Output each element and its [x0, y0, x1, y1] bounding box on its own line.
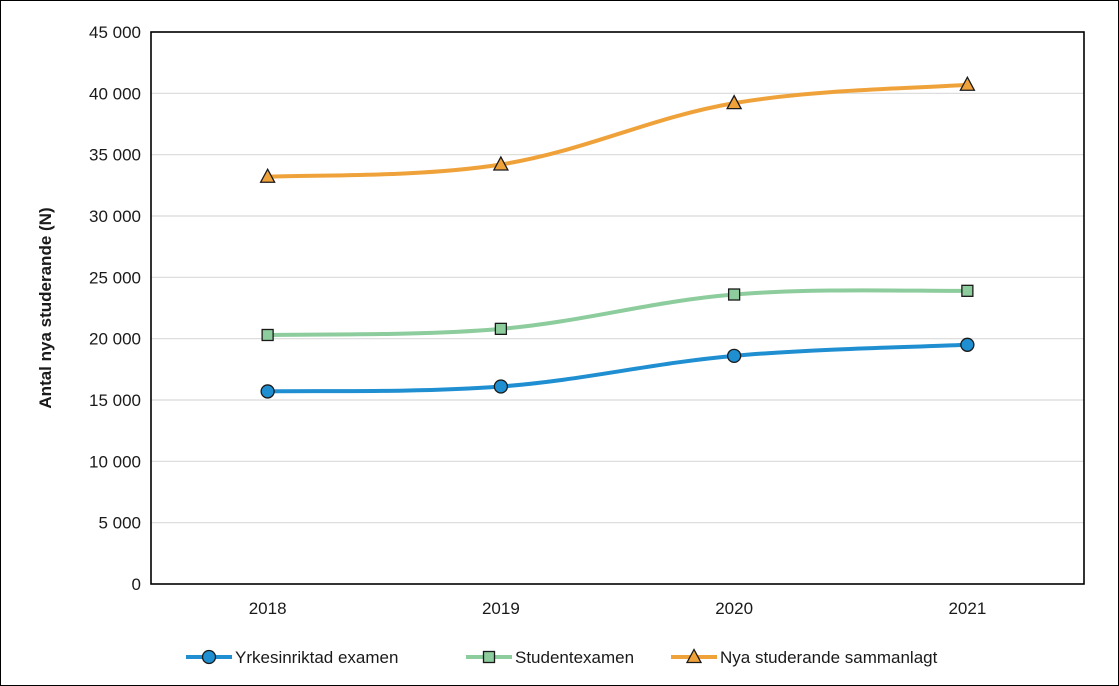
series-line	[265, 288, 970, 337]
x-tick-label: 2021	[948, 599, 986, 618]
data-point	[960, 337, 975, 352]
data-point	[726, 348, 742, 363]
x-axis-ticks: 2018 2019 2020 2021	[249, 599, 987, 618]
legend-item: Nya studerande sammanlagt	[671, 648, 938, 667]
y-tick-label: 0	[132, 575, 141, 594]
series-triangle	[259, 75, 976, 183]
x-tick-label: 2019	[482, 599, 520, 618]
series-group	[259, 75, 976, 399]
legend-label: Nya studerande sammanlagt	[720, 648, 938, 667]
y-axis-label: Antal nya studerande (N)	[36, 207, 55, 408]
data-point	[961, 284, 974, 297]
data-point	[959, 75, 976, 91]
legend-item: Yrkesinriktad examen	[186, 648, 398, 667]
y-tick-label: 20 000	[89, 330, 141, 349]
x-tick-label: 2020	[715, 599, 753, 618]
y-tick-label: 25 000	[89, 268, 141, 287]
y-tick-label: 30 000	[89, 207, 141, 226]
legend-label: Yrkesinriktad examen	[235, 648, 398, 667]
data-point	[492, 155, 509, 171]
legend-marker	[201, 649, 217, 665]
series-square	[261, 284, 974, 342]
y-tick-label: 40 000	[89, 84, 141, 103]
y-tick-label: 5 000	[98, 514, 141, 533]
data-point	[259, 167, 276, 183]
data-point	[727, 288, 741, 301]
y-tick-label: 35 000	[89, 146, 141, 165]
data-point	[493, 379, 509, 394]
series-line	[265, 342, 970, 394]
x-tick-label: 2018	[249, 599, 287, 618]
series-line	[265, 82, 970, 179]
legend-label: Studentexamen	[515, 648, 634, 667]
y-axis-ticks: 0 5 000 10 000 15 000 20 000 25 000 30 000 35 0…	[89, 23, 141, 594]
data-point	[726, 94, 743, 110]
legend-item: Studentexamen	[466, 648, 634, 667]
y-tick-label: 45 000	[89, 23, 141, 42]
y-tick-label: 10 000	[89, 452, 141, 471]
legend: Yrkesinriktad examen Studentexamen Nya stu…	[186, 648, 938, 667]
plot-area-border	[150, 31, 1085, 585]
data-point	[494, 322, 508, 336]
data-point	[260, 384, 275, 399]
legend-marker	[482, 650, 496, 664]
data-point	[261, 328, 274, 342]
grid-lines	[151, 31, 1084, 524]
y-tick-label: 15 000	[89, 391, 141, 410]
series-circle	[260, 337, 975, 399]
legend-marker	[685, 648, 703, 664]
